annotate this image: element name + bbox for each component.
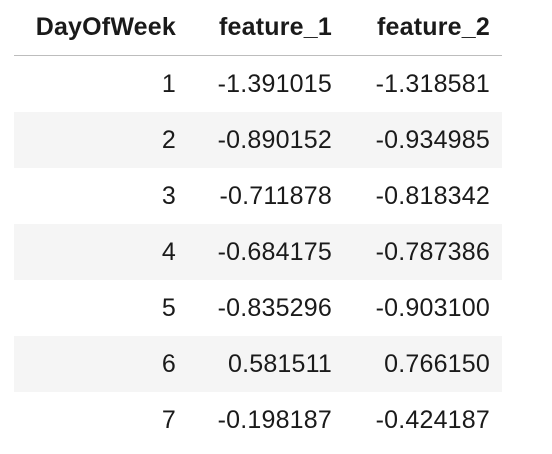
cell-feature-1: -1.391015 bbox=[188, 55, 344, 112]
cell-feature-1: -0.711878 bbox=[188, 168, 344, 224]
cell-feature-2: -0.787386 bbox=[344, 224, 502, 280]
cell-dayofweek: 5 bbox=[14, 280, 188, 336]
column-header-feature-2: feature_2 bbox=[344, 0, 502, 56]
cell-feature-1: -0.890152 bbox=[188, 112, 344, 168]
table-row: 3 -0.711878 -0.818342 bbox=[14, 168, 502, 224]
cell-feature-2: -0.934985 bbox=[344, 112, 502, 168]
column-header-dayofweek: DayOfWeek bbox=[14, 0, 188, 56]
table-row: 7 -0.198187 -0.424187 bbox=[14, 392, 502, 448]
table-row: 1 -1.391015 -1.318581 bbox=[14, 55, 502, 112]
cell-feature-2: -0.424187 bbox=[344, 392, 502, 448]
cell-feature-2: -0.818342 bbox=[344, 168, 502, 224]
table-row: 2 -0.890152 -0.934985 bbox=[14, 112, 502, 168]
cell-dayofweek: 1 bbox=[14, 55, 188, 112]
cell-feature-1: -0.684175 bbox=[188, 224, 344, 280]
cell-feature-2: -1.318581 bbox=[344, 55, 502, 112]
cell-dayofweek: 2 bbox=[14, 112, 188, 168]
table-header: DayOfWeek feature_1 feature_2 bbox=[14, 0, 502, 56]
cell-dayofweek: 4 bbox=[14, 224, 188, 280]
cell-feature-2: 0.766150 bbox=[344, 336, 502, 392]
cell-feature-1: -0.198187 bbox=[188, 392, 344, 448]
cell-dayofweek: 7 bbox=[14, 392, 188, 448]
dataframe-table: DayOfWeek feature_1 feature_2 1 -1.39101… bbox=[14, 0, 502, 448]
cell-feature-1: 0.581511 bbox=[188, 336, 344, 392]
table-row: 6 0.581511 0.766150 bbox=[14, 336, 502, 392]
cell-feature-2: -0.903100 bbox=[344, 280, 502, 336]
table-row: 5 -0.835296 -0.903100 bbox=[14, 280, 502, 336]
header-row: DayOfWeek feature_1 feature_2 bbox=[14, 0, 502, 56]
cell-dayofweek: 3 bbox=[14, 168, 188, 224]
table-body: 1 -1.391015 -1.318581 2 -0.890152 -0.934… bbox=[14, 55, 502, 448]
table-row: 4 -0.684175 -0.787386 bbox=[14, 224, 502, 280]
column-header-feature-1: feature_1 bbox=[188, 0, 344, 56]
cell-dayofweek: 6 bbox=[14, 336, 188, 392]
cell-feature-1: -0.835296 bbox=[188, 280, 344, 336]
